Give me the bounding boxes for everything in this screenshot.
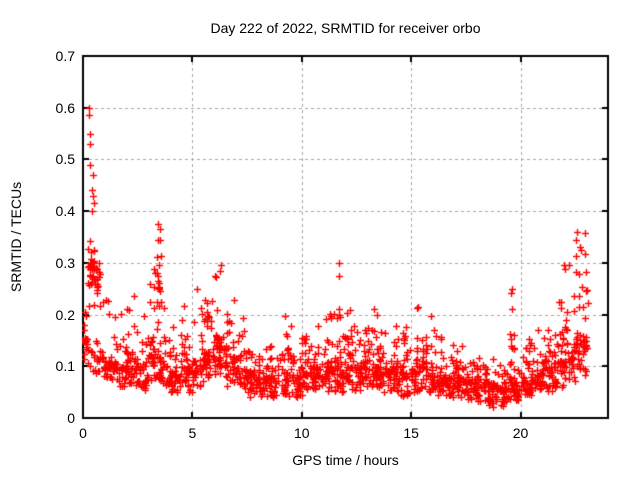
y-tick-label-1: 0.1 <box>55 358 75 375</box>
y-tick-label-2: 0.2 <box>55 306 75 323</box>
y-tick-label-5: 0.5 <box>55 151 75 168</box>
y-tick-label-7: 0.7 <box>55 48 75 64</box>
y-axis-label: SRMTID / TECUs <box>8 181 24 293</box>
y-tick-label-4: 0.4 <box>55 203 75 220</box>
x-axis-label: GPS time / hours <box>292 452 399 468</box>
x-tick-label-1: 5 <box>188 425 197 441</box>
x-tick-label-4: 20 <box>512 425 529 441</box>
x-tick-label-0: 0 <box>79 425 87 441</box>
chart-title: Day 222 of 2022, SRMTID for receiver orb… <box>210 20 481 36</box>
x-tick-label-2: 10 <box>293 425 310 441</box>
y-tick-label-6: 0.6 <box>55 99 75 116</box>
x-tick-label-3: 15 <box>403 425 419 441</box>
y-tick-label-3: 0.3 <box>55 254 75 271</box>
y-tick-label-0: 0 <box>67 410 75 426</box>
